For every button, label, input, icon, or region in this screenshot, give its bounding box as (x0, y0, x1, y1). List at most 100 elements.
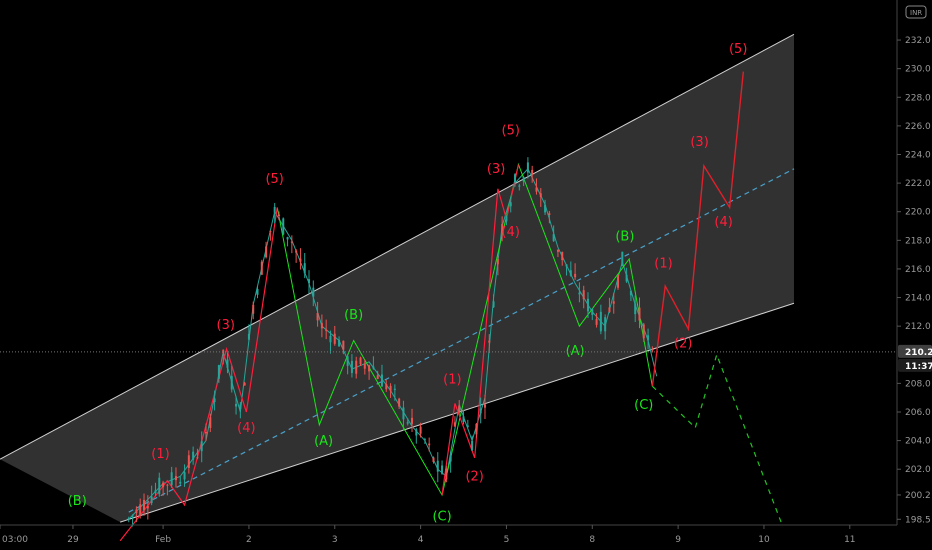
candle-body (496, 259, 499, 265)
candle-body (608, 307, 611, 313)
wave-label: (1) (151, 447, 169, 462)
candle-body (531, 169, 534, 175)
wave-label: (5) (729, 42, 747, 57)
candle-body (363, 364, 366, 369)
candle-body (471, 440, 474, 451)
candle-body (411, 417, 414, 424)
candle-body (599, 311, 602, 332)
channel-lower-line (120, 302, 795, 523)
candle-body (359, 357, 362, 365)
y-tick-label: 216.0 (905, 265, 931, 275)
wave-label: (3) (487, 162, 505, 177)
candle-body (260, 261, 263, 275)
y-tick-label: 222.0 (905, 179, 931, 189)
candle-body (131, 515, 134, 517)
candle-body (574, 273, 577, 278)
candle-body (273, 206, 276, 213)
candle-body (333, 333, 336, 344)
candle-body (247, 333, 250, 340)
candle-body (458, 405, 461, 412)
candle-body (269, 230, 272, 233)
candle-body (226, 359, 229, 368)
candle-body (441, 465, 444, 474)
currency-badge[interactable]: INR (905, 5, 927, 19)
channel-midline (128, 168, 795, 513)
wave-red-line (441, 164, 520, 496)
y-tick-label: 226.0 (905, 122, 931, 132)
x-tick-label: 03:00 (2, 535, 28, 545)
candle-body (604, 317, 607, 332)
time-label: 11:37 (905, 362, 932, 372)
candle-body (629, 290, 632, 296)
candle-body (299, 258, 302, 262)
channel-upper-line (0, 33, 795, 460)
candle-body (475, 423, 478, 435)
candle-body (621, 251, 624, 266)
candle-body (625, 274, 628, 282)
candlesticks (127, 157, 654, 527)
time-badge: 11:37 (898, 358, 932, 372)
wave-label: (2) (465, 470, 483, 485)
wave-label: (B) (615, 229, 634, 244)
x-tick-label: 3 (332, 535, 338, 545)
wave-label: (C) (634, 398, 653, 413)
wave-green-line (276, 162, 653, 497)
candle-body (415, 429, 418, 436)
candle-body (539, 193, 542, 197)
candle-body (591, 309, 594, 315)
candle-body (282, 218, 285, 235)
wave-label: (A) (566, 344, 585, 359)
projection-red-line (651, 71, 745, 387)
candle-body (638, 307, 641, 321)
candle-body (286, 237, 289, 240)
candle-body (135, 509, 138, 514)
wave-label: (2) (674, 337, 692, 352)
candle-body (290, 241, 293, 243)
y-tick-label: 218.0 (905, 236, 931, 246)
wave-label: (1) (654, 257, 672, 272)
candle-body (462, 416, 465, 422)
wave-label: (C) (432, 510, 451, 525)
candle-body (526, 162, 529, 173)
candle-body (239, 404, 242, 409)
candle-body (209, 417, 212, 428)
candle-body (196, 457, 199, 459)
wave-label: (4) (502, 225, 520, 240)
regression-channel (0, 33, 795, 523)
candle-body (393, 388, 396, 390)
candle-body (338, 339, 341, 347)
candle-body (578, 292, 581, 295)
x-tick-label: 10 (758, 535, 770, 545)
candle-body (488, 340, 491, 343)
candle-body (187, 455, 190, 468)
wave-label: (3) (217, 318, 235, 333)
y-tick-label: 230.0 (905, 65, 931, 75)
wave-label: (3) (690, 135, 708, 150)
y-tick-label: 206.0 (905, 408, 931, 418)
y-tick-label: 228.0 (905, 93, 931, 103)
y-tick-label: 212.0 (905, 322, 931, 332)
candle-body (642, 324, 645, 339)
x-axis[interactable]: 03:00 29 Feb 2 3 4 5 8 9 10 11 (0, 524, 897, 545)
x-tick-label: 11 (844, 535, 855, 545)
currency-label: INR (910, 9, 922, 17)
candle-body (325, 329, 328, 331)
candle-body (158, 477, 161, 495)
candle-body (205, 432, 208, 434)
wave-label: (5) (502, 123, 520, 138)
x-tick-label: 4 (418, 535, 424, 545)
candle-body (402, 407, 405, 420)
y-tick-label: 202.0 (905, 465, 931, 475)
candle-body (235, 403, 238, 407)
candle-body (355, 360, 358, 374)
wave-label: (4) (237, 421, 255, 436)
candle-body (428, 443, 431, 446)
candle-body (127, 518, 130, 520)
wave-label: (5) (265, 172, 283, 187)
candle-body (514, 174, 517, 183)
candle-body (522, 177, 525, 182)
candle-body (174, 476, 177, 481)
candle-body (200, 441, 203, 452)
y-axis[interactable]: 198.5 200.2 202.0 204.0 206.0 208.0 212.0 214.0… (896, 0, 931, 525)
